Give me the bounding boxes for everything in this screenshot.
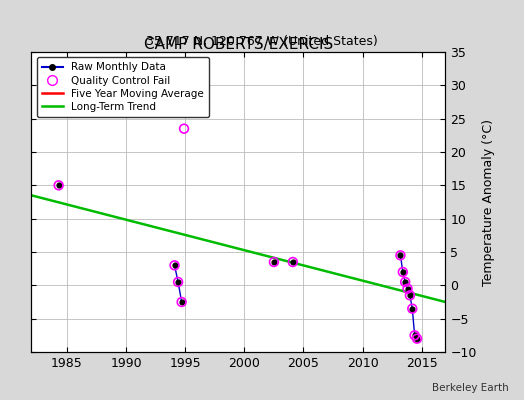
Y-axis label: Temperature Anomaly (°C): Temperature Anomaly (°C) <box>482 118 495 286</box>
Point <box>289 259 297 265</box>
Point <box>403 286 412 292</box>
Title: CAMP ROBERTS/EXERCIS: CAMP ROBERTS/EXERCIS <box>144 37 333 52</box>
Point <box>406 292 414 298</box>
Point <box>401 279 409 285</box>
Point <box>170 262 179 268</box>
Point <box>403 286 412 292</box>
Point <box>174 279 182 285</box>
Point <box>399 269 407 275</box>
Point <box>410 332 419 338</box>
Point <box>270 259 278 265</box>
Point <box>413 336 421 342</box>
Point <box>178 299 186 305</box>
Point <box>401 279 409 285</box>
Text: 35.717 N, 120.767 W (United States): 35.717 N, 120.767 W (United States) <box>146 36 378 48</box>
Point <box>180 126 188 132</box>
Point <box>406 292 414 298</box>
Point <box>399 269 407 275</box>
Point <box>289 259 297 265</box>
Point <box>54 182 63 188</box>
Text: Berkeley Earth: Berkeley Earth <box>432 383 508 393</box>
Point <box>408 306 417 312</box>
Point <box>410 332 419 338</box>
Point <box>174 279 182 285</box>
Legend: Raw Monthly Data, Quality Control Fail, Five Year Moving Average, Long-Term Tren: Raw Monthly Data, Quality Control Fail, … <box>37 57 209 117</box>
Point <box>270 259 278 265</box>
Point <box>178 299 186 305</box>
Point <box>170 262 179 268</box>
Point <box>396 252 405 258</box>
Point <box>413 336 421 342</box>
Point <box>54 182 63 188</box>
Point <box>408 306 417 312</box>
Point <box>396 252 405 258</box>
